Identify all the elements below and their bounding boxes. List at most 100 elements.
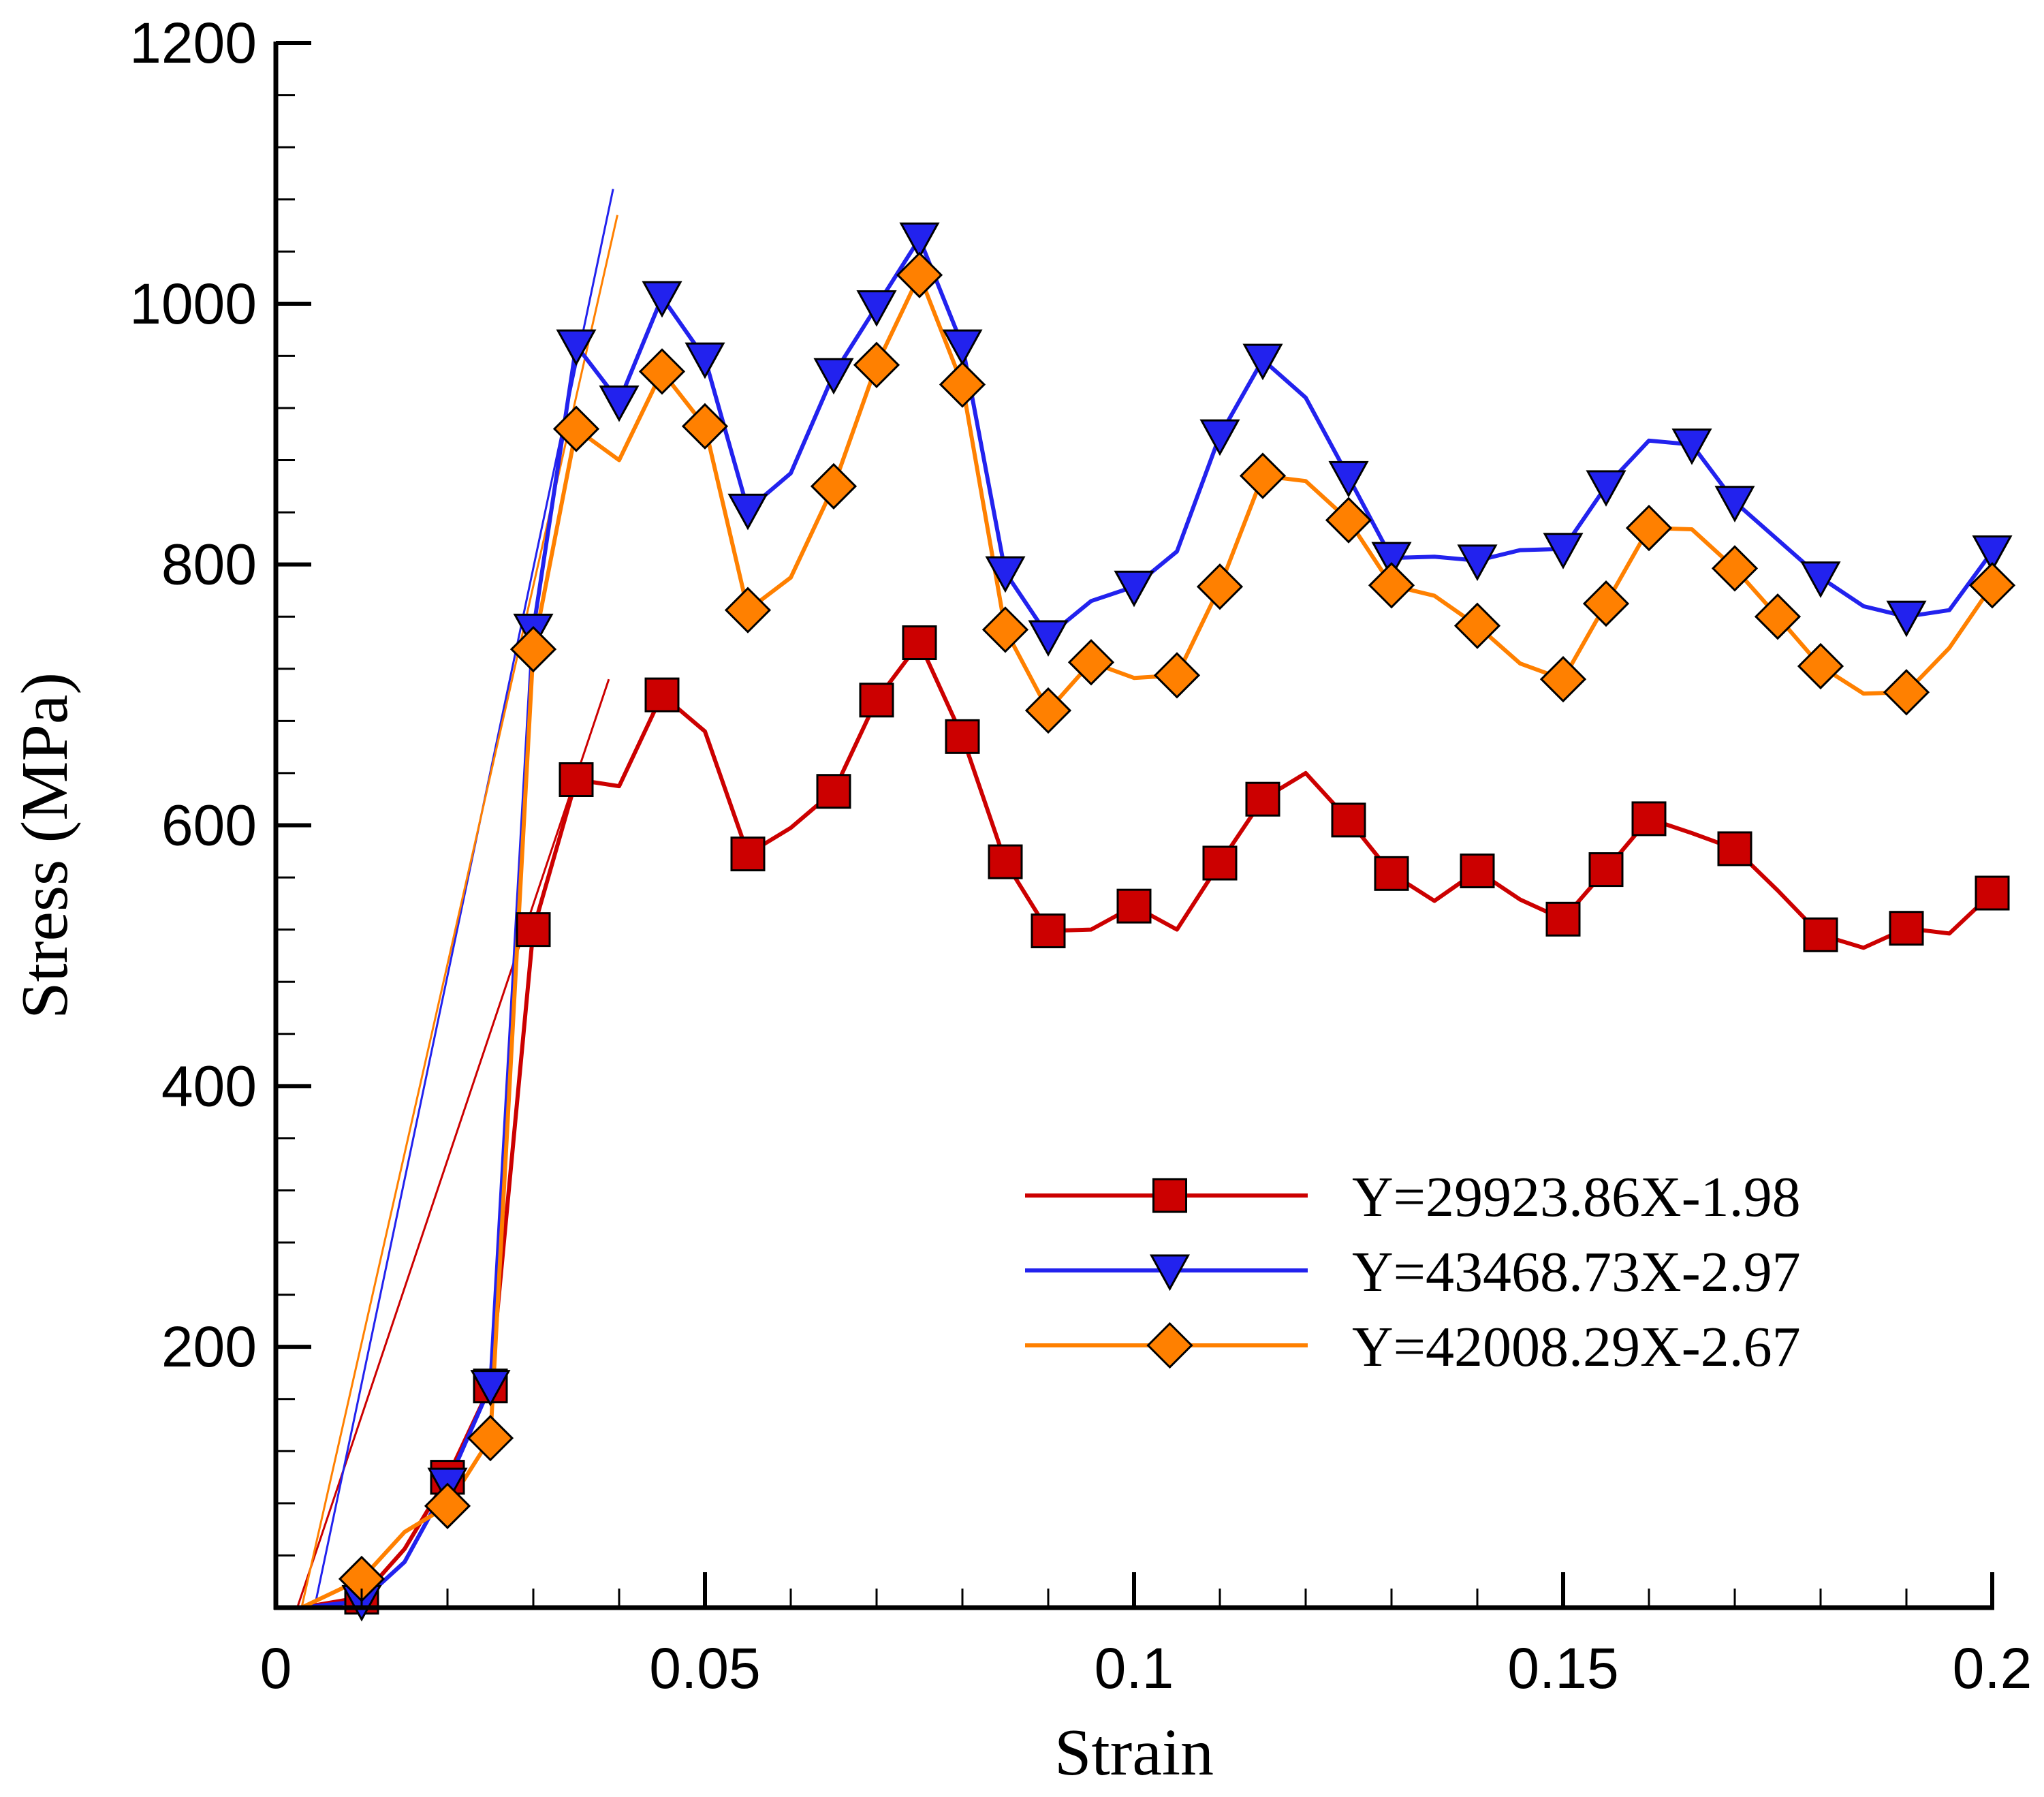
legend: Y=29923.86X-1.98 Y=43468.73X-2.97 Y=42008.… [1025, 1166, 1801, 1379]
series-1-point-15 [1202, 845, 1238, 881]
series-3-point-20 [1368, 562, 1415, 609]
series-2-point-20 [1371, 542, 1412, 579]
series-2-point-27 [1886, 600, 1927, 638]
series-3-point-22 [1539, 655, 1587, 703]
series-1-point-26 [1975, 875, 2010, 911]
series-1-point-25 [1889, 911, 1924, 946]
series-2-point-25 [1714, 486, 1755, 522]
series-3-point-25 [1711, 545, 1759, 592]
series-2-point-16 [1114, 570, 1154, 608]
series-3-point-4 [509, 625, 557, 673]
series-2-point-6 [599, 385, 640, 422]
series-2-point-21 [1457, 544, 1498, 582]
series-3-point-27 [1797, 642, 1844, 690]
series-3-point-18 [1239, 452, 1287, 499]
series-2-point-14 [985, 556, 1026, 593]
series-1-point-21 [1588, 852, 1624, 888]
series-3-point-14 [1024, 687, 1072, 734]
series-1-point-14 [1116, 888, 1152, 924]
y-axis-title: Stress (MPa) [8, 672, 82, 1019]
series-2-point-15 [1028, 620, 1069, 657]
axes: 200 400 600 800 1000 1200 0 0.05 0.1 0.15 0.2 [129, 11, 2032, 1700]
series-2-point-13 [942, 329, 983, 366]
series-3-point-15 [1067, 639, 1115, 686]
x-tick-label: 0.2 [1953, 1636, 2032, 1700]
legend-label-1: Y=29923.86X-1.98 [1352, 1166, 1801, 1229]
series-1-point-16 [1245, 781, 1280, 817]
y-tick-label: 600 [161, 794, 257, 858]
series-1-point-11 [945, 719, 980, 754]
series-3-point-19 [1325, 497, 1372, 544]
series-3-point-7 [681, 403, 729, 450]
series-3-point-12 [939, 361, 986, 408]
y-tick-label: 400 [161, 1054, 257, 1118]
x-tick-label: 0.1 [1095, 1636, 1174, 1700]
series-3-point-29 [1968, 562, 2016, 609]
y-tick-label: 1200 [129, 11, 257, 75]
series-1-point-10 [902, 625, 937, 661]
series-3-point-13 [981, 606, 1029, 653]
series-1-point-4 [516, 912, 551, 948]
legend-marker-2 [1149, 1254, 1191, 1292]
series-1-point-13 [1031, 913, 1066, 949]
series-1-point-7 [730, 837, 766, 872]
series-2-point-19 [1328, 460, 1369, 498]
series-2-point-8 [685, 342, 725, 379]
series-3-point-23 [1582, 580, 1630, 627]
series-3-point-2 [424, 1482, 471, 1529]
series-3-point-8 [724, 587, 772, 634]
fit-line-3 [300, 215, 618, 1608]
x-tick-label: 0.15 [1507, 1636, 1619, 1700]
series-3-point-10 [853, 341, 900, 388]
series-3-point-28 [1883, 669, 1930, 716]
series-1-point-5 [559, 762, 594, 798]
series-3-point-11 [896, 251, 943, 298]
x-tick-label: 0.05 [649, 1636, 761, 1700]
series-1-point-20 [1545, 901, 1581, 937]
series-2-point-18 [1242, 343, 1283, 381]
series-2-point-23 [1586, 470, 1626, 507]
y-tick-label: 1000 [129, 272, 257, 336]
series-3-point-5 [552, 405, 600, 452]
series-3-point-21 [1453, 602, 1501, 649]
series-2-point-5 [556, 329, 597, 366]
series-1-point-8 [816, 774, 851, 809]
series-2-point-7 [642, 281, 682, 318]
series-2-point-17 [1199, 419, 1240, 456]
series-2-point-11 [856, 290, 897, 327]
series-2-point-22 [1543, 533, 1584, 569]
series-1-point-19 [1460, 853, 1495, 888]
series-1-point-23 [1717, 831, 1752, 866]
series-2-point-10 [813, 358, 854, 395]
legend-marker-1 [1152, 1178, 1187, 1213]
series-3-point-17 [1196, 563, 1244, 610]
series-3-point-9 [810, 463, 858, 510]
series-2-point-3 [470, 1370, 511, 1407]
series-3-point-16 [1153, 652, 1201, 699]
series-3-point-24 [1625, 504, 1673, 552]
fit-line-1 [296, 678, 610, 1608]
series-1-point-22 [1631, 801, 1667, 837]
x-axis-title: Strain [1054, 1716, 1214, 1790]
series-1-point-9 [859, 683, 894, 718]
series-2-point-12 [899, 222, 940, 260]
legend-label-2: Y=43468.73X-2.97 [1352, 1240, 1801, 1304]
legend-label-3: Y=42008.29X-2.67 [1352, 1315, 1801, 1379]
series-markers [338, 222, 2016, 1622]
series-3-point-26 [1754, 593, 1802, 640]
y-tick-label: 200 [161, 1315, 257, 1379]
series-1-point-18 [1374, 856, 1409, 891]
legend-marker-3 [1146, 1322, 1193, 1369]
series-line-2 [301, 236, 1994, 1610]
x-tick-label: 0 [260, 1636, 292, 1700]
series-2-point-9 [727, 493, 768, 531]
y-tick-label: 800 [161, 533, 257, 597]
series-line-1 [301, 640, 1994, 1610]
series-2-point-28 [1972, 535, 2013, 572]
series-2-point-24 [1671, 428, 1712, 465]
series-2-point-26 [1800, 561, 1841, 598]
series-1-point-24 [1803, 917, 1838, 952]
series-1-point-17 [1331, 802, 1366, 838]
